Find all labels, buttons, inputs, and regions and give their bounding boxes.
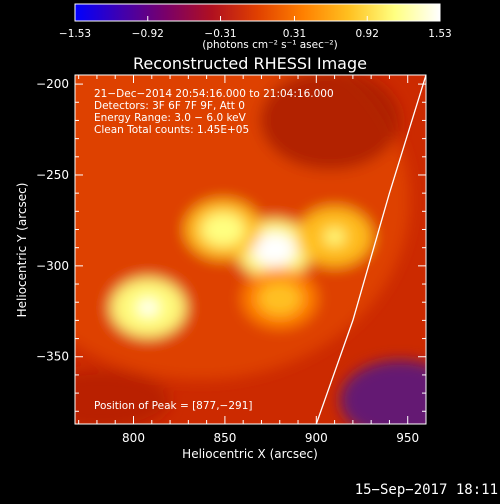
annotation-time: 21−Dec−2014 20:54:16.000 to 21:04:16.000 — [94, 88, 334, 100]
source-peak — [138, 299, 159, 316]
annotation-detectors: Detectors: 3F 6F 7F 9F, Att 0 — [94, 100, 245, 112]
chart-title: Reconstructed RHESSI Image — [133, 54, 367, 73]
x-tick-label: 950 — [396, 431, 419, 445]
colorbar-tick-label: 0.92 — [356, 28, 379, 40]
colorbar: −1.53 −0.92 −0.31 0.31 0.92 1.53 (photons cm⁻… — [59, 3, 452, 51]
x-tick-label: 900 — [305, 431, 328, 445]
low-emission-upper — [260, 75, 400, 170]
x-axis-label: Heliocentric X (arcsec) — [182, 447, 318, 461]
colorbar-tick-label: −0.92 — [132, 28, 164, 40]
annotation-clean: Clean Total counts: 1.45E+05 — [94, 124, 249, 136]
colorbar-tick-label: −1.53 — [59, 28, 91, 40]
x-axis: 800 850 900 950 — [78, 75, 427, 445]
emission-sources — [110, 199, 373, 338]
x-tick-label: 800 — [122, 431, 145, 445]
peak-position-label: Position of Peak = [877,−291] — [94, 400, 253, 412]
colorbar-tick-label: 0.31 — [283, 28, 306, 40]
colorbar-tick-label: 1.53 — [428, 28, 451, 40]
source-peak — [264, 241, 285, 258]
colorbar-units: (photons cm⁻² s⁻¹ asec⁻²) — [202, 39, 337, 51]
diffuse-emission — [75, 75, 410, 380]
y-tick-label: −350 — [36, 350, 69, 364]
low-emission-corner — [340, 360, 426, 424]
source-peak — [213, 221, 234, 238]
source-peak — [324, 228, 345, 245]
colorbar-ticks: −1.53 −0.92 −0.31 0.31 0.92 1.53 — [59, 3, 452, 40]
colorbar-bar — [75, 4, 440, 21]
y-tick-label: −200 — [36, 77, 69, 91]
low-emission-lower — [75, 370, 170, 424]
colorbar-frame — [74, 3, 441, 22]
plot-frame — [74, 74, 427, 425]
x-tick-label: 850 — [213, 431, 236, 445]
plot-area — [75, 75, 426, 424]
source-peak — [269, 290, 290, 307]
y-axis-label: Heliocentric Y (arcsec) — [15, 183, 29, 318]
y-tick-label: −300 — [36, 259, 69, 273]
annotations: 21−Dec−2014 20:54:16.000 to 21:04:16.000… — [94, 88, 334, 412]
footer-timestamp: 15−Sep−2017 18:11 — [354, 482, 498, 498]
emission-map — [75, 75, 426, 424]
y-tick-label: −250 — [36, 168, 69, 182]
solar-limb — [315, 75, 426, 424]
colorbar-tick-label: −0.31 — [204, 28, 236, 40]
annotation-energy: Energy Range: 3.0 − 6.0 keV — [94, 112, 247, 124]
y-axis: −200 −250 −300 −350 — [36, 77, 426, 412]
